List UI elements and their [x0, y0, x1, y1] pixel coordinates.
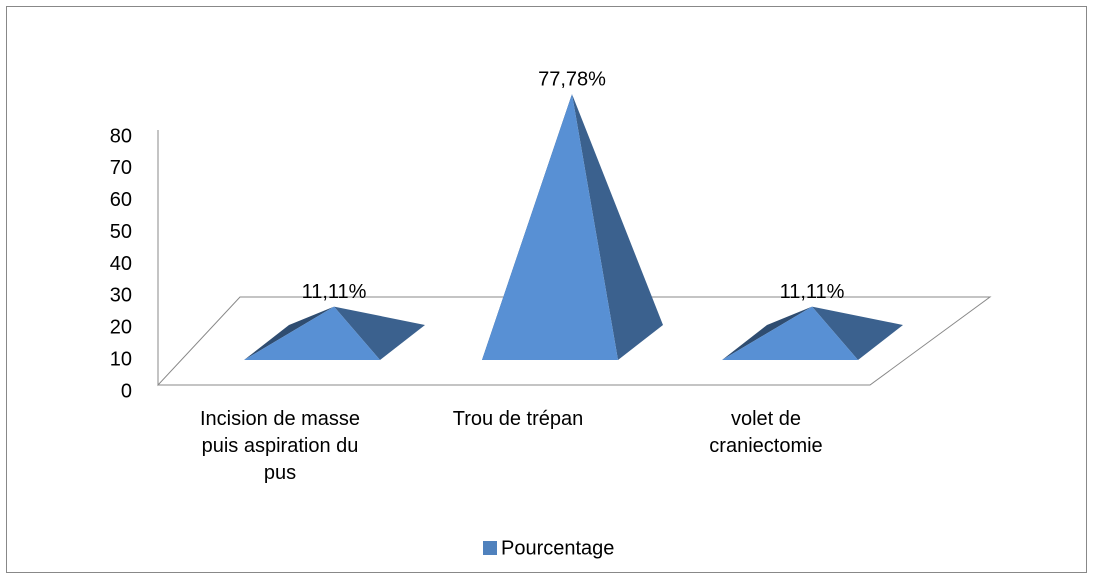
y-tick-label: 40 [110, 253, 132, 275]
pyramid [482, 94, 663, 361]
legend-swatch [483, 541, 497, 555]
data-label: 11,11% [302, 281, 367, 303]
y-tick-label: 30 [110, 285, 132, 307]
y-tick-label: 50 [110, 221, 132, 243]
y-tick-label: 10 [110, 348, 132, 370]
y-tick-label: 20 [110, 317, 132, 339]
pyramid [244, 306, 425, 360]
y-tick-label: 0 [121, 380, 132, 402]
legend-label: Pourcentage [501, 537, 614, 559]
y-tick-label: 80 [110, 125, 132, 147]
pyramid-face [244, 306, 380, 360]
x-tick-label: Trou de trépan [452, 408, 584, 430]
pyramid-face [244, 306, 334, 360]
x-tick-label: Incision de masse puis aspiration du pus [199, 408, 361, 484]
pyramid-face [482, 94, 618, 361]
pyramid-face [722, 306, 858, 360]
pyramid-face [572, 94, 663, 361]
pyramid [722, 306, 903, 360]
y-tick-label: 70 [110, 157, 132, 179]
data-label: 11,11% [780, 281, 845, 303]
pyramid-face [334, 306, 425, 360]
data-label: 77,78% [538, 68, 606, 90]
x-tick-label: volet de craniectomie [709, 408, 823, 457]
pyramid-face [722, 306, 812, 360]
chart-border [6, 6, 1087, 573]
pyramid-face [812, 306, 903, 360]
y-tick-label: 60 [110, 189, 132, 211]
